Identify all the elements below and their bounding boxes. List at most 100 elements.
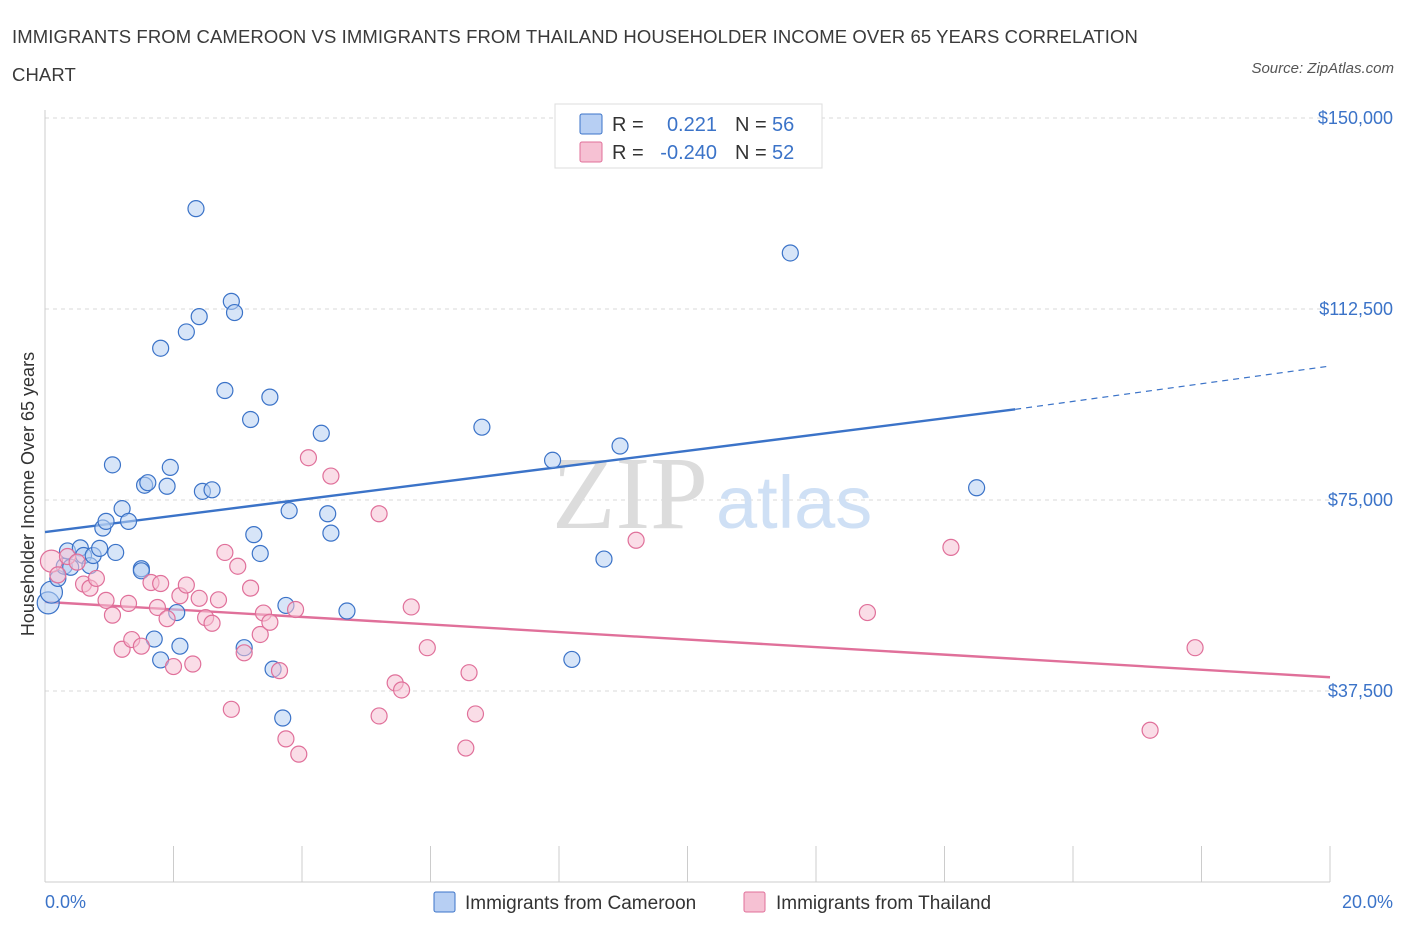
legend-r-value-1: 0.221 bbox=[667, 114, 717, 136]
point-thailand-29 bbox=[242, 579, 260, 597]
point-thailand-26 bbox=[222, 700, 240, 718]
point-cameroon-18 bbox=[132, 562, 150, 580]
point-thailand-42 bbox=[392, 681, 411, 699]
point-cameroon-41 bbox=[274, 709, 292, 727]
point-thailand-34 bbox=[277, 730, 295, 748]
point-cameroon-24 bbox=[158, 477, 176, 495]
source-label: Source: ZipAtlas.com bbox=[1251, 60, 1394, 77]
point-thailand-23 bbox=[203, 614, 221, 632]
legend-n-value-1: 56 bbox=[772, 114, 794, 136]
point-thailand-51 bbox=[1186, 639, 1204, 657]
point-cameroon-28 bbox=[177, 323, 195, 341]
bottom-legend-swatch-cameroon bbox=[433, 891, 456, 913]
legend-r-label-1: R = bbox=[612, 114, 644, 136]
watermark-atlas: atlas bbox=[716, 461, 872, 544]
point-thailand-7 bbox=[97, 591, 115, 609]
y-tick-label-0: $37,500 bbox=[1328, 681, 1393, 701]
point-cameroon-13 bbox=[107, 543, 125, 562]
point-thailand-10 bbox=[119, 594, 138, 612]
point-thailand-40 bbox=[370, 707, 388, 725]
legend-swatch-cameroon bbox=[579, 113, 603, 135]
point-thailand-16 bbox=[158, 610, 176, 628]
legend-n-value-2: 52 bbox=[772, 142, 794, 164]
point-thailand-35 bbox=[290, 745, 308, 763]
x-tick-label-0: 0.0% bbox=[45, 892, 86, 912]
point-cameroon-27 bbox=[171, 637, 189, 655]
y-axis-label: Householder Income Over 65 years bbox=[18, 352, 38, 636]
point-thailand-49 bbox=[858, 603, 877, 622]
point-thailand-14 bbox=[148, 598, 167, 617]
y-tick-label-2: $112,500 bbox=[1319, 299, 1393, 319]
point-thailand-19 bbox=[177, 576, 195, 594]
point-thailand-24 bbox=[209, 591, 228, 609]
y-tick-label-3: $150,000 bbox=[1318, 108, 1393, 128]
x-tick-label-1: 20.0% bbox=[1342, 892, 1393, 912]
point-cameroon-48 bbox=[473, 418, 491, 436]
point-thailand-1 bbox=[49, 566, 67, 584]
point-thailand-12 bbox=[132, 637, 150, 655]
point-thailand-44 bbox=[418, 639, 436, 657]
point-cameroon-25 bbox=[161, 458, 179, 477]
point-cameroon-10 bbox=[91, 539, 109, 557]
point-thailand-30 bbox=[251, 625, 269, 644]
point-thailand-28 bbox=[235, 644, 253, 662]
legend-r-label-2: R = bbox=[612, 142, 644, 164]
point-cameroon-20 bbox=[139, 474, 157, 492]
point-thailand-36 bbox=[286, 600, 305, 619]
point-cameroon-21 bbox=[145, 630, 163, 648]
legend-n-label-2: N = bbox=[735, 142, 767, 164]
bottom-legend-swatch-thailand bbox=[743, 891, 766, 913]
point-cameroon-23 bbox=[152, 339, 170, 357]
point-thailand-46 bbox=[460, 664, 478, 682]
y-tick-label-1: $75,000 bbox=[1328, 490, 1393, 510]
watermark-zip: ZIP bbox=[552, 436, 708, 551]
point-thailand-15 bbox=[152, 574, 170, 593]
point-cameroon-15 bbox=[119, 512, 138, 530]
point-thailand-6 bbox=[87, 569, 106, 588]
point-thailand-39 bbox=[370, 505, 388, 523]
trend-line-cameroon bbox=[44, 408, 1016, 534]
point-thailand-21 bbox=[190, 589, 208, 607]
point-thailand-52 bbox=[1141, 721, 1159, 739]
point-cameroon-50 bbox=[563, 650, 581, 669]
trend-line-thailand bbox=[44, 600, 1331, 679]
point-cameroon-38 bbox=[251, 544, 269, 563]
point-cameroon-35 bbox=[225, 303, 244, 322]
chart-title: IMMIGRANTS FROM CAMEROON VS IMMIGRANTS F… bbox=[12, 26, 1138, 85]
data-points bbox=[36, 200, 1204, 763]
bottom-legend-label-cameroon: Immigrants from Cameroon bbox=[465, 893, 696, 914]
point-cameroon-39 bbox=[261, 388, 279, 406]
point-thailand-43 bbox=[402, 598, 420, 616]
legend-r-value-2: -0.240 bbox=[660, 142, 717, 164]
point-cameroon-30 bbox=[190, 308, 208, 326]
y-tick-labels: $37,500 $75,000 $112,500 $150,000 bbox=[1318, 108, 1393, 701]
point-cameroon-53 bbox=[781, 244, 799, 262]
point-cameroon-51 bbox=[595, 550, 613, 568]
point-thailand-45 bbox=[457, 739, 475, 757]
point-thailand-38 bbox=[322, 467, 340, 485]
point-cameroon-47 bbox=[338, 602, 356, 620]
point-cameroon-16 bbox=[103, 456, 122, 474]
point-thailand-20 bbox=[184, 655, 202, 673]
point-cameroon-37 bbox=[245, 526, 263, 544]
gridlines bbox=[45, 117, 1330, 692]
trend-line-cameroon-extension bbox=[1015, 365, 1331, 410]
point-cameroon-54 bbox=[968, 479, 986, 497]
point-cameroon-49 bbox=[543, 451, 562, 469]
point-cameroon-32 bbox=[203, 481, 221, 499]
point-cameroon-46 bbox=[322, 524, 340, 542]
legend-swatch-thailand bbox=[579, 141, 603, 163]
bottom-legend-label-thailand: Immigrants from Thailand bbox=[776, 893, 991, 914]
legend: R = 0.221 N = 56 R = -0.240 N = 52 bbox=[554, 103, 823, 169]
bottom-legend: Immigrants from Cameroon Immigrants from… bbox=[433, 891, 991, 914]
x-tick-labels: 0.0% 20.0% bbox=[45, 892, 1393, 912]
point-thailand-47 bbox=[466, 705, 485, 723]
point-cameroon-36 bbox=[242, 410, 260, 429]
point-cameroon-52 bbox=[611, 437, 629, 455]
point-cameroon-45 bbox=[319, 505, 337, 523]
point-thailand-17 bbox=[164, 657, 183, 676]
point-cameroon-33 bbox=[216, 381, 234, 400]
point-thailand-8 bbox=[103, 606, 122, 624]
point-cameroon-44 bbox=[312, 424, 330, 442]
point-thailand-33 bbox=[270, 662, 289, 680]
